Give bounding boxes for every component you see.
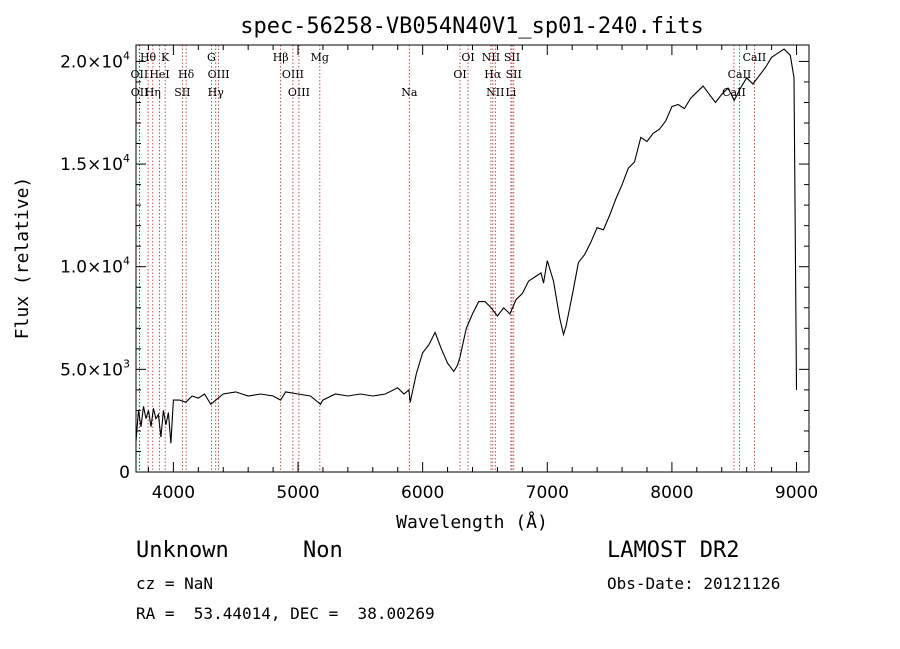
marker-label-15: Hα (484, 68, 502, 81)
x-tick-label-2: 6000 (401, 483, 444, 503)
marker-label-11: Hδ (178, 68, 195, 81)
marker-label-23: Na (401, 86, 418, 99)
redshift-cz: cz = NaN (136, 574, 214, 593)
chart-title: spec-56258-VB054N40V1_sp01-240.fits (240, 14, 704, 39)
y-tick-label-2: 1.0×104 (60, 255, 130, 278)
x-axis-label: Wavelength (Å) (396, 511, 548, 533)
plot-frame (135, 44, 810, 473)
y-axis-label: Flux (relative) (12, 177, 33, 340)
marker-label-7: SII (504, 51, 520, 64)
marker-label-3: Hβ (273, 51, 289, 64)
x-tick-label-0: 4000 (152, 483, 195, 503)
survey-name: LAMOST DR2 (607, 538, 740, 563)
marker-label-10: HeI (149, 68, 169, 81)
marker-label-12: OIII (208, 68, 230, 81)
y-tick-label-4: 2.0×104 (60, 49, 130, 72)
marker-label-25: Li (505, 86, 516, 99)
spectrum-line (135, 48, 798, 444)
y-tick-label-3: 1.5×104 (60, 152, 130, 175)
marker-label-18: OII (131, 86, 149, 99)
marker-label-26: CaII (722, 86, 746, 99)
marker-label-21: Hγ (208, 86, 225, 99)
marker-label-8: CaII (743, 51, 767, 64)
x-tick-label-5: 9000 (775, 483, 818, 503)
x-tick-label-3: 7000 (526, 483, 569, 503)
marker-label-13: OIII (282, 68, 304, 81)
x-tick-label-1: 5000 (276, 483, 319, 503)
marker-label-1: K (161, 51, 170, 64)
marker-label-5: OI (461, 51, 474, 64)
marker-label-17: CaII (728, 68, 752, 81)
marker-label-6: NII (482, 51, 500, 64)
spectrum-chart: spec-56258-VB054N40V1_sp01-240.fits Hθ K G… (12, 14, 818, 533)
x-tick-label-4: 8000 (650, 483, 693, 503)
marker-label-0: Hθ (140, 51, 157, 64)
object-subclass: Non (303, 538, 343, 563)
marker-label-24: NII (486, 86, 504, 99)
marker-label-14: OI (453, 68, 466, 81)
object-class: Unknown (136, 538, 229, 563)
marker-label-2: G (207, 51, 216, 64)
ra-dec-coords: RA = 53.44014, DEC = 38.00269 (136, 604, 435, 623)
y-tick-label-0: 0 (119, 463, 130, 483)
axis-ticks: 4000 5000 6000 7000 8000 9000 0 5.0×103 1.0×104 1… (60, 45, 818, 503)
marker-label-19: Hη (145, 86, 161, 99)
obs-date: Obs-Date: 20121126 (607, 574, 781, 593)
marker-label-20: SII (174, 86, 190, 99)
marker-label-4: Mg (311, 51, 329, 64)
marker-label-16: SII (506, 68, 522, 81)
marker-label-22: OIII (288, 86, 310, 99)
y-tick-label-1: 5.0×103 (60, 357, 130, 380)
